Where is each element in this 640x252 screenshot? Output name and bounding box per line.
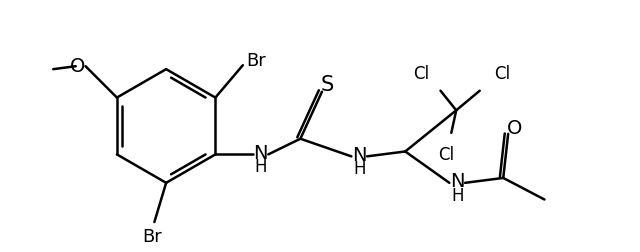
Text: Br: Br [246,52,266,70]
Text: N: N [450,172,465,191]
Text: O: O [70,56,85,75]
Text: H: H [254,158,267,175]
Text: O: O [508,119,523,138]
Text: Cl: Cl [494,65,510,83]
Text: N: N [352,145,367,164]
Text: N: N [253,143,268,162]
Text: Cl: Cl [438,146,454,164]
Text: Br: Br [143,227,163,245]
Text: S: S [320,75,333,94]
Text: H: H [353,160,365,177]
Text: H: H [451,186,463,204]
Text: Cl: Cl [413,65,429,83]
